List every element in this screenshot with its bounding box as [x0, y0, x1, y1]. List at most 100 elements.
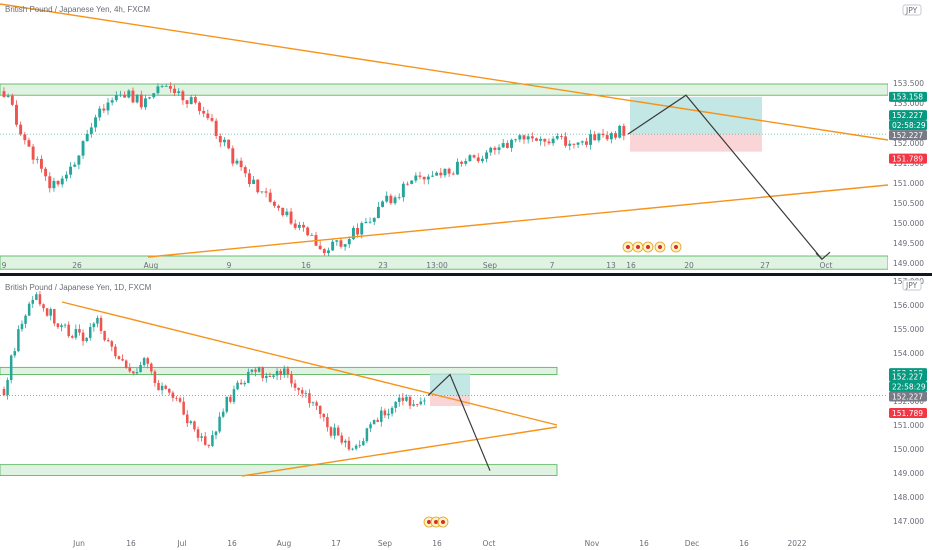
candle[interactable] — [175, 396, 178, 402]
candle[interactable] — [27, 301, 31, 316]
projection-path[interactable] — [427, 373, 491, 471]
candle[interactable] — [132, 371, 135, 376]
candle[interactable] — [142, 356, 146, 368]
candle[interactable] — [389, 193, 393, 205]
candle[interactable] — [584, 137, 588, 148]
candle[interactable] — [310, 232, 314, 236]
candle[interactable] — [99, 315, 103, 335]
candle[interactable] — [405, 394, 408, 402]
candle[interactable] — [333, 423, 336, 440]
candle[interactable] — [423, 397, 426, 405]
candle[interactable] — [256, 178, 260, 194]
candle[interactable] — [247, 368, 250, 384]
candle[interactable] — [526, 133, 530, 144]
event-marker-icon[interactable] — [622, 241, 634, 253]
candle[interactable] — [164, 384, 167, 390]
candle[interactable] — [614, 131, 617, 140]
candle[interactable] — [96, 315, 99, 328]
candle[interactable] — [343, 244, 347, 251]
candle[interactable] — [351, 225, 355, 241]
candle[interactable] — [314, 231, 318, 246]
candle[interactable] — [81, 140, 85, 159]
candle[interactable] — [622, 123, 626, 141]
candle[interactable] — [472, 154, 476, 159]
candle[interactable] — [78, 324, 81, 336]
price-tag[interactable]: 152.227 — [889, 371, 927, 382]
candle[interactable] — [15, 100, 18, 127]
candle[interactable] — [202, 106, 206, 118]
candle[interactable] — [372, 419, 376, 425]
price-tag[interactable]: 152.227 — [889, 110, 927, 121]
candle[interactable] — [128, 363, 132, 373]
candle[interactable] — [576, 142, 580, 149]
candle[interactable] — [49, 307, 52, 321]
candle[interactable] — [464, 158, 468, 166]
candle[interactable] — [326, 413, 329, 432]
candle[interactable] — [260, 191, 264, 194]
candle[interactable] — [397, 394, 401, 407]
candle[interactable] — [69, 162, 73, 179]
candle[interactable] — [293, 219, 297, 230]
event-marker-icon[interactable] — [654, 241, 666, 253]
candle[interactable] — [559, 133, 563, 140]
candle[interactable] — [135, 94, 139, 104]
candle[interactable] — [6, 93, 10, 98]
candle[interactable] — [198, 101, 201, 115]
candle[interactable] — [2, 386, 6, 397]
candle[interactable] — [23, 132, 27, 145]
candle[interactable] — [564, 132, 568, 148]
candle[interactable] — [358, 440, 361, 449]
candle[interactable] — [214, 118, 218, 140]
candle[interactable] — [497, 144, 501, 155]
candle[interactable] — [376, 202, 380, 219]
candle[interactable] — [60, 175, 64, 188]
price-tag[interactable]: 02:58:29 — [889, 120, 927, 131]
candle[interactable] — [196, 426, 200, 442]
candle[interactable] — [439, 168, 443, 179]
candle[interactable] — [123, 91, 127, 98]
candle[interactable] — [38, 290, 42, 307]
candle[interactable] — [243, 380, 247, 387]
candle[interactable] — [71, 334, 74, 339]
candle[interactable] — [85, 336, 88, 343]
candle[interactable] — [268, 372, 272, 377]
candle[interactable] — [124, 359, 128, 369]
candle[interactable] — [214, 430, 218, 440]
candle[interactable] — [257, 366, 261, 373]
ascending-trendline[interactable] — [241, 426, 558, 477]
candle[interactable] — [153, 369, 157, 387]
candle[interactable] — [110, 339, 114, 352]
candle[interactable] — [447, 167, 451, 177]
candle[interactable] — [272, 200, 276, 208]
candle[interactable] — [85, 129, 89, 142]
candle[interactable] — [426, 174, 430, 185]
candle[interactable] — [173, 84, 177, 97]
candle[interactable] — [218, 133, 222, 148]
price-tag[interactable]: 151.789 — [889, 408, 927, 419]
candle[interactable] — [618, 124, 622, 139]
candle[interactable] — [150, 362, 153, 374]
candle[interactable] — [247, 169, 251, 188]
candle[interactable] — [193, 420, 196, 432]
candle[interactable] — [322, 248, 326, 256]
candle[interactable] — [572, 143, 576, 149]
candle[interactable] — [135, 368, 139, 375]
candle[interactable] — [535, 137, 538, 142]
candle[interactable] — [6, 377, 9, 400]
candle[interactable] — [277, 204, 281, 211]
candle[interactable] — [210, 113, 214, 123]
candle[interactable] — [239, 157, 243, 171]
candle[interactable] — [401, 392, 405, 406]
candle[interactable] — [476, 153, 480, 164]
candle[interactable] — [168, 82, 172, 93]
candle[interactable] — [63, 323, 67, 329]
candle[interactable] — [493, 146, 497, 155]
candle[interactable] — [422, 176, 426, 185]
event-marker-icon[interactable] — [632, 241, 644, 253]
candle[interactable] — [275, 368, 279, 381]
candle[interactable] — [156, 83, 160, 95]
candle[interactable] — [354, 444, 358, 451]
candle[interactable] — [362, 438, 365, 446]
candle[interactable] — [168, 388, 171, 396]
candle[interactable] — [157, 380, 160, 391]
